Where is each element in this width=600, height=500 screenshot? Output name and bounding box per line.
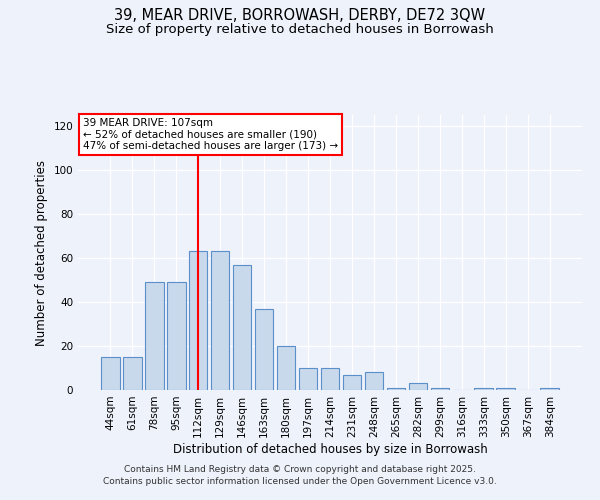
Bar bbox=[431, 388, 449, 390]
Bar bbox=[167, 282, 185, 390]
Bar bbox=[386, 388, 405, 390]
Text: Contains public sector information licensed under the Open Government Licence v3: Contains public sector information licen… bbox=[103, 477, 497, 486]
Bar bbox=[475, 388, 493, 390]
Text: Size of property relative to detached houses in Borrowash: Size of property relative to detached ho… bbox=[106, 22, 494, 36]
Text: 39, MEAR DRIVE, BORROWASH, DERBY, DE72 3QW: 39, MEAR DRIVE, BORROWASH, DERBY, DE72 3… bbox=[115, 8, 485, 22]
Text: 39 MEAR DRIVE: 107sqm
← 52% of detached houses are smaller (190)
47% of semi-det: 39 MEAR DRIVE: 107sqm ← 52% of detached … bbox=[83, 118, 338, 151]
Y-axis label: Number of detached properties: Number of detached properties bbox=[35, 160, 48, 346]
Bar bbox=[145, 282, 164, 390]
Text: Contains HM Land Registry data © Crown copyright and database right 2025.: Contains HM Land Registry data © Crown c… bbox=[124, 465, 476, 474]
Bar bbox=[343, 374, 361, 390]
Bar bbox=[123, 357, 142, 390]
Bar bbox=[365, 372, 383, 390]
Bar bbox=[101, 357, 119, 390]
Bar bbox=[496, 388, 515, 390]
Bar bbox=[409, 384, 427, 390]
Bar bbox=[233, 264, 251, 390]
Bar bbox=[189, 252, 208, 390]
Bar bbox=[255, 308, 274, 390]
Bar bbox=[320, 368, 340, 390]
Bar bbox=[277, 346, 295, 390]
Bar bbox=[541, 388, 559, 390]
Bar bbox=[299, 368, 317, 390]
Bar bbox=[211, 252, 229, 390]
X-axis label: Distribution of detached houses by size in Borrowash: Distribution of detached houses by size … bbox=[173, 442, 487, 456]
